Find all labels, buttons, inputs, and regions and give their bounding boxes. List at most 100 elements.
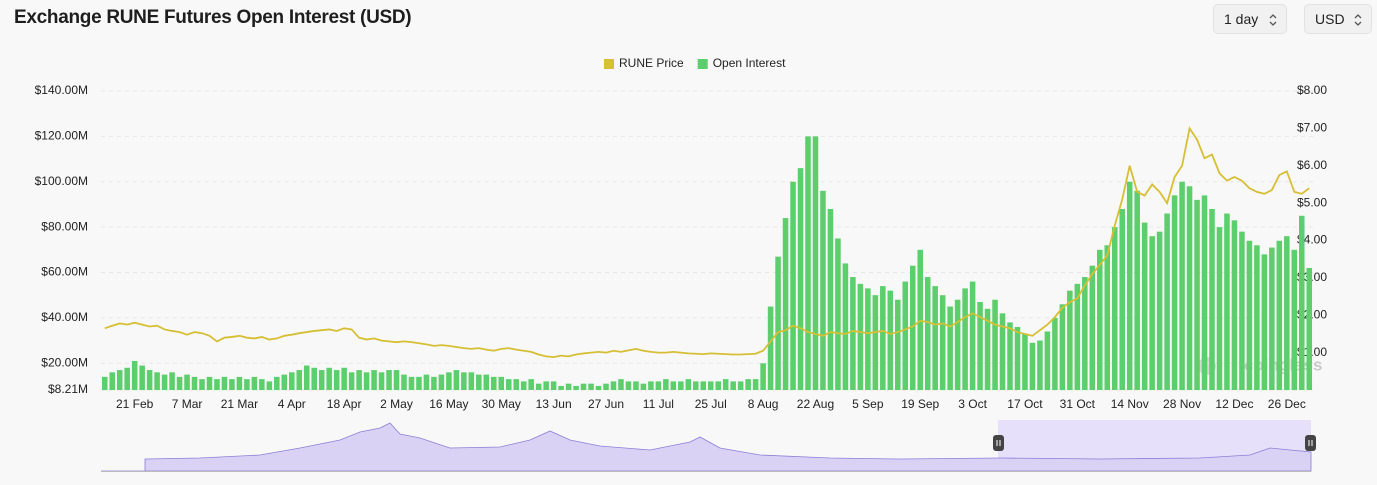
bar [281, 374, 288, 390]
bar [842, 263, 849, 390]
bar [857, 283, 864, 390]
y2-tick-label: $8.00 [1297, 83, 1327, 97]
bar [505, 379, 512, 390]
bar [865, 288, 871, 390]
y2-tick-label: $4.00 [1297, 233, 1327, 247]
bar [895, 299, 901, 390]
bar [969, 281, 976, 390]
x-tick-label: 8 Aug [748, 397, 779, 411]
bar [655, 381, 662, 390]
x-tick-label: 12 Dec [1215, 397, 1253, 411]
bar [820, 190, 826, 390]
bar [266, 381, 273, 390]
bar [311, 367, 317, 390]
bar [191, 376, 198, 390]
bar [835, 238, 841, 390]
bar [423, 374, 430, 390]
bar [573, 385, 579, 390]
bar [954, 299, 961, 390]
bar [685, 379, 692, 390]
bar [371, 370, 377, 390]
bar [101, 376, 108, 390]
bar [1194, 199, 1200, 390]
bar [1141, 222, 1148, 390]
bar [236, 376, 243, 390]
interval-value: 1 day [1224, 11, 1259, 27]
bar [259, 379, 265, 390]
bar [902, 281, 909, 390]
handle-grip [996, 440, 1313, 446]
bar [797, 168, 804, 390]
y-tick-label: $100.00M [35, 174, 88, 188]
bar [498, 376, 505, 390]
bar [221, 376, 228, 390]
bar [1126, 181, 1133, 390]
bar [1291, 249, 1298, 390]
bar [348, 372, 355, 390]
x-tick-label: 26 Dec [1268, 397, 1306, 411]
bar [999, 313, 1006, 390]
currency-value: USD [1315, 11, 1345, 27]
bar [431, 376, 437, 390]
bar [296, 370, 303, 390]
bar [543, 381, 549, 390]
y2-tick-label: $1.00 [1297, 345, 1327, 359]
bar [1044, 331, 1051, 390]
bar [446, 372, 452, 390]
bar [1186, 186, 1193, 390]
bar [932, 286, 938, 390]
bar [116, 370, 123, 390]
x-tick-label: 18 Apr [327, 397, 362, 411]
x-tick-label: 28 Nov [1163, 397, 1201, 411]
bar [872, 295, 879, 390]
y2-tick-label: $2.00 [1297, 307, 1327, 321]
bar [984, 308, 991, 390]
bar [468, 372, 475, 390]
navigator-handle[interactable] [993, 435, 1004, 451]
bar [363, 372, 370, 390]
x-tick-label: 19 Sep [901, 397, 939, 411]
bar [917, 249, 923, 390]
bar [333, 370, 340, 390]
bar [633, 381, 639, 390]
bar [214, 379, 220, 390]
bar [715, 381, 721, 390]
bar [924, 277, 931, 390]
bar [124, 367, 130, 390]
bar [1254, 245, 1260, 390]
bar [461, 372, 467, 390]
navigator-handle[interactable] [1305, 435, 1316, 451]
bar [303, 365, 310, 390]
currency-select[interactable]: USD [1304, 4, 1372, 34]
x-tick-label: 31 Oct [1060, 397, 1096, 411]
bar [1119, 208, 1125, 390]
bar [1246, 240, 1253, 390]
bar [745, 379, 751, 390]
bar [199, 379, 205, 390]
select-arrows [1354, 14, 1362, 26]
bar [1276, 240, 1283, 390]
bar [154, 372, 160, 390]
x-tick-label: 25 Jul [695, 397, 727, 411]
bar [558, 385, 564, 390]
y2-tick-label: $7.00 [1297, 121, 1327, 135]
interval-select[interactable]: 1 day [1213, 4, 1287, 34]
bar [700, 381, 707, 390]
bar [1216, 227, 1223, 390]
bar [169, 372, 175, 390]
bar [513, 379, 519, 390]
bar [588, 383, 594, 390]
bar [1306, 267, 1313, 390]
bar [184, 374, 190, 390]
x-tick-label: 3 Oct [958, 397, 987, 411]
bar [1224, 213, 1230, 390]
bar [670, 381, 677, 390]
bar [1179, 181, 1185, 390]
title: Exchange RUNE Futures Open Interest (USD… [14, 7, 412, 28]
x-tick-label: 22 Aug [797, 397, 834, 411]
bar [603, 383, 609, 390]
bar [580, 383, 587, 390]
bar [1171, 195, 1178, 390]
bar [438, 374, 445, 390]
x-tick-label: 17 Oct [1007, 397, 1043, 411]
